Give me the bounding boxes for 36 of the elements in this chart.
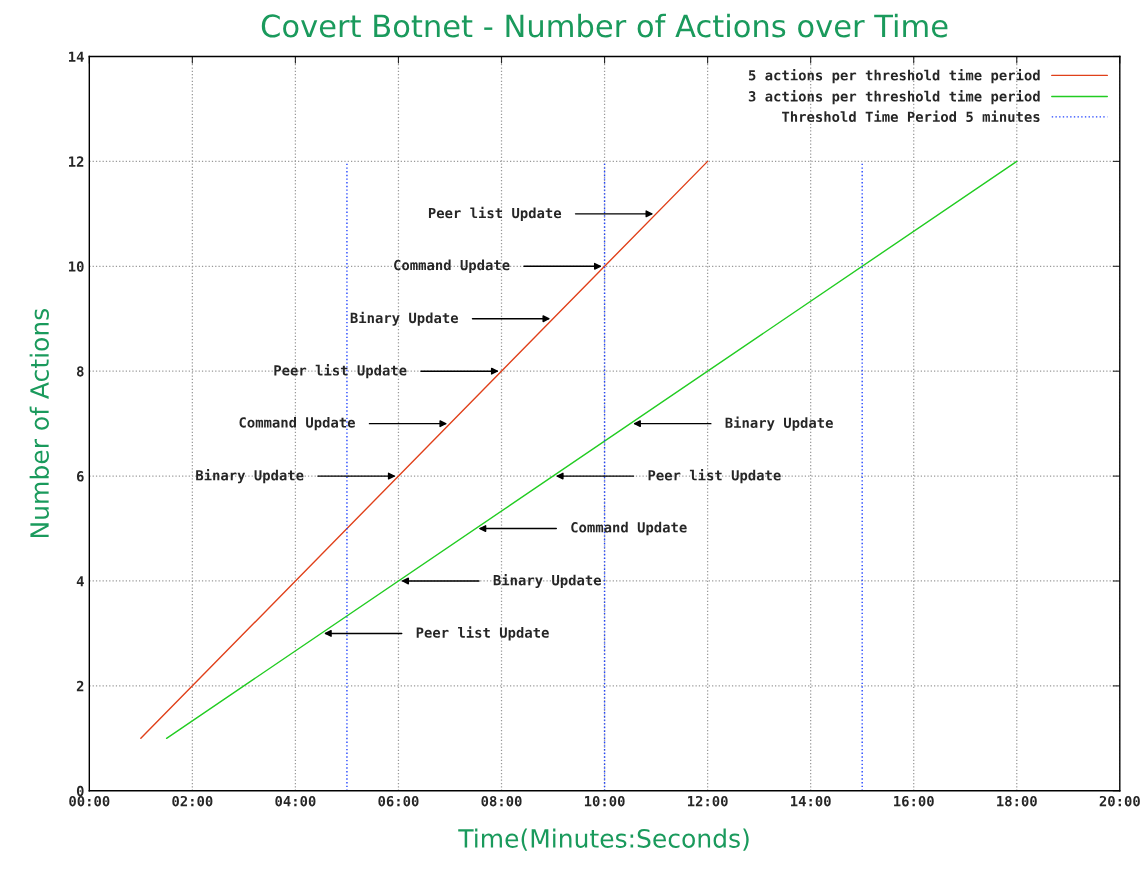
y-tick-label: 2 — [76, 680, 84, 692]
y-tick-label: 12 — [69, 156, 84, 167]
y-tick-label: 6 — [76, 471, 84, 482]
annotation: Command Update — [239, 416, 355, 431]
x-tick-label: 18:00 — [997, 795, 1037, 807]
y-tick-label: 4 — [76, 576, 84, 587]
annotation: Peer list Update — [274, 364, 407, 379]
annotation: Binary Update — [196, 469, 304, 484]
x-tick-label: 00:00 — [69, 795, 110, 807]
chart-title: Covert Botnet - Number of Actions over Time — [261, 13, 948, 38]
annotation: Peer list Update — [648, 469, 781, 484]
x-tick-label: 04:00 — [275, 795, 316, 807]
legend-label: Threshold Time Period 5 minutes — [782, 110, 1040, 122]
x-tick-label: 08:00 — [481, 795, 522, 807]
y-tick-label: 10 — [69, 261, 84, 272]
x-tick-label: 12:00 — [687, 795, 728, 807]
x-tick-label: 16:00 — [894, 795, 934, 807]
y-tick-label: 14 — [69, 51, 84, 62]
y-tick-label: 0 — [76, 785, 84, 797]
annotation: Binary Update — [725, 416, 833, 431]
y-tick-label: 8 — [76, 366, 84, 377]
x-tick-label: 10:00 — [584, 795, 625, 807]
annotation: Command Update — [571, 521, 687, 536]
legend-label: 5 actions per threshold time period — [748, 68, 1040, 84]
x-axis-title: Time(Minutes:Seconds) — [458, 828, 749, 851]
x-tick-label: 02:00 — [172, 795, 213, 807]
x-tick-label: 06:00 — [378, 795, 419, 807]
annotation: Binary Update — [493, 573, 602, 589]
y-axis-title: Number of Actions — [29, 308, 49, 538]
x-tick-label: 14:00 — [791, 795, 831, 807]
annotation: Binary Update — [350, 311, 459, 326]
annotation: Command Update — [394, 259, 510, 274]
annotation: Peer list Update — [416, 626, 549, 641]
annotation: Peer list Update — [428, 206, 562, 221]
legend-label: 3 actions per threshold time period — [748, 90, 1040, 105]
x-tick-label: 20:00 — [1099, 795, 1140, 807]
